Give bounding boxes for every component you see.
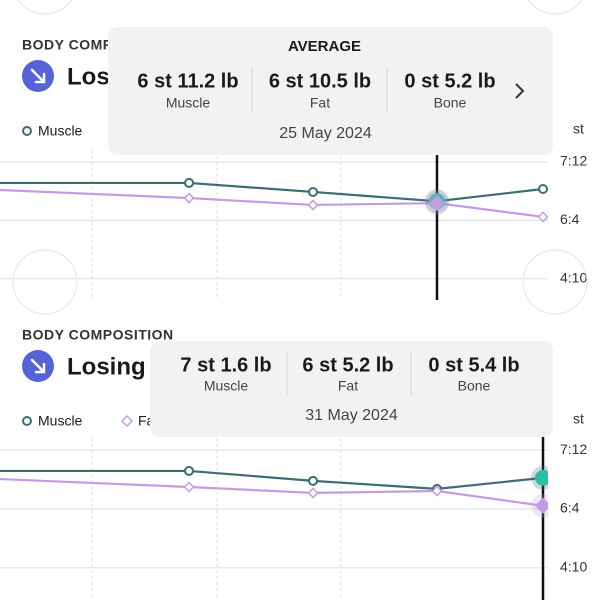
stat-value: 6 st 10.5 lb [269, 70, 371, 92]
section-header: BODY COMPOSITION [22, 327, 174, 343]
y-tick-label: 6:4 [560, 211, 580, 227]
stat-label: Muscle [204, 378, 249, 394]
tooltip-date: 25 May 2024 [279, 125, 372, 142]
y-tick-label: 4:10 [560, 269, 587, 285]
y-tick-label: 7:12 [560, 153, 587, 169]
y-tick-label: 4:10 [560, 559, 587, 575]
data-point [535, 469, 548, 486]
stat-value: 6 st 5.2 lb [302, 354, 393, 376]
data-point [534, 497, 548, 514]
stat-value: 7 st 1.6 lb [180, 354, 271, 376]
data-point [307, 487, 319, 499]
data-point [308, 186, 318, 197]
legend-label: Muscle [38, 123, 83, 139]
stat-value: 0 st 5.4 lb [428, 354, 519, 376]
tooltip-background [150, 341, 553, 437]
stat-label: Fat [338, 378, 358, 394]
y-axis-unit: st [573, 121, 584, 137]
stat-label: Bone [434, 95, 467, 111]
y-tick-label: 7:12 [560, 441, 587, 457]
data-point [184, 465, 194, 476]
legend-marker [120, 414, 134, 428]
legend-label: Muscle [38, 413, 83, 429]
data-point [307, 199, 319, 211]
stat-label: Bone [458, 378, 491, 394]
chevron[interactable] [515, 83, 525, 99]
panel: BODY COMPOSITION Losing Muscle Fat st 4:10 6:4… [0, 249, 588, 600]
trend-arrow [30, 358, 46, 374]
panel: BODY COMPOSITIONLosingMuscleFatst4:106:4… [0, 0, 587, 300]
legend-marker [22, 126, 32, 136]
series-line [0, 477, 544, 507]
plot [0, 177, 548, 223]
trend-arrow [30, 68, 46, 84]
stat-label: Fat [310, 95, 330, 111]
trend-label: Losing [67, 353, 146, 380]
data-point [184, 177, 194, 188]
data-point [428, 195, 446, 212]
y-tick-label: 6:4 [560, 500, 580, 516]
tooltip-card: 7 st 1.6 lb Muscle 6 st 5.2 lb Fat 0 st 5.4 … [150, 341, 553, 437]
data-point [431, 485, 443, 497]
series-line [0, 188, 544, 218]
data-point [183, 481, 195, 493]
plot [0, 465, 548, 518]
round-button[interactable] [523, 0, 587, 15]
legend-marker [22, 416, 32, 426]
data-point [538, 184, 548, 195]
stat-value: 0 st 5.2 lb [404, 70, 495, 92]
stat-value: 6 st 11.2 lb [137, 70, 238, 92]
data-point [308, 475, 318, 486]
series-line [0, 469, 544, 490]
series-line [0, 181, 544, 203]
tooltip-background [108, 27, 553, 155]
round-button[interactable] [12, 249, 78, 315]
tooltip-date: 31 May 2024 [305, 407, 398, 424]
y-axis-unit: st [573, 411, 584, 427]
round-button[interactable] [522, 249, 588, 315]
round-button[interactable] [13, 0, 77, 15]
stat-label: Muscle [166, 95, 211, 111]
tooltip-card: AVERAGE 6 st 11.2 lb Muscle 6 st 10.5 lb Fat… [108, 27, 553, 155]
data-point [183, 192, 195, 204]
data-point [537, 211, 548, 223]
tooltip-heading: AVERAGE [288, 38, 361, 55]
